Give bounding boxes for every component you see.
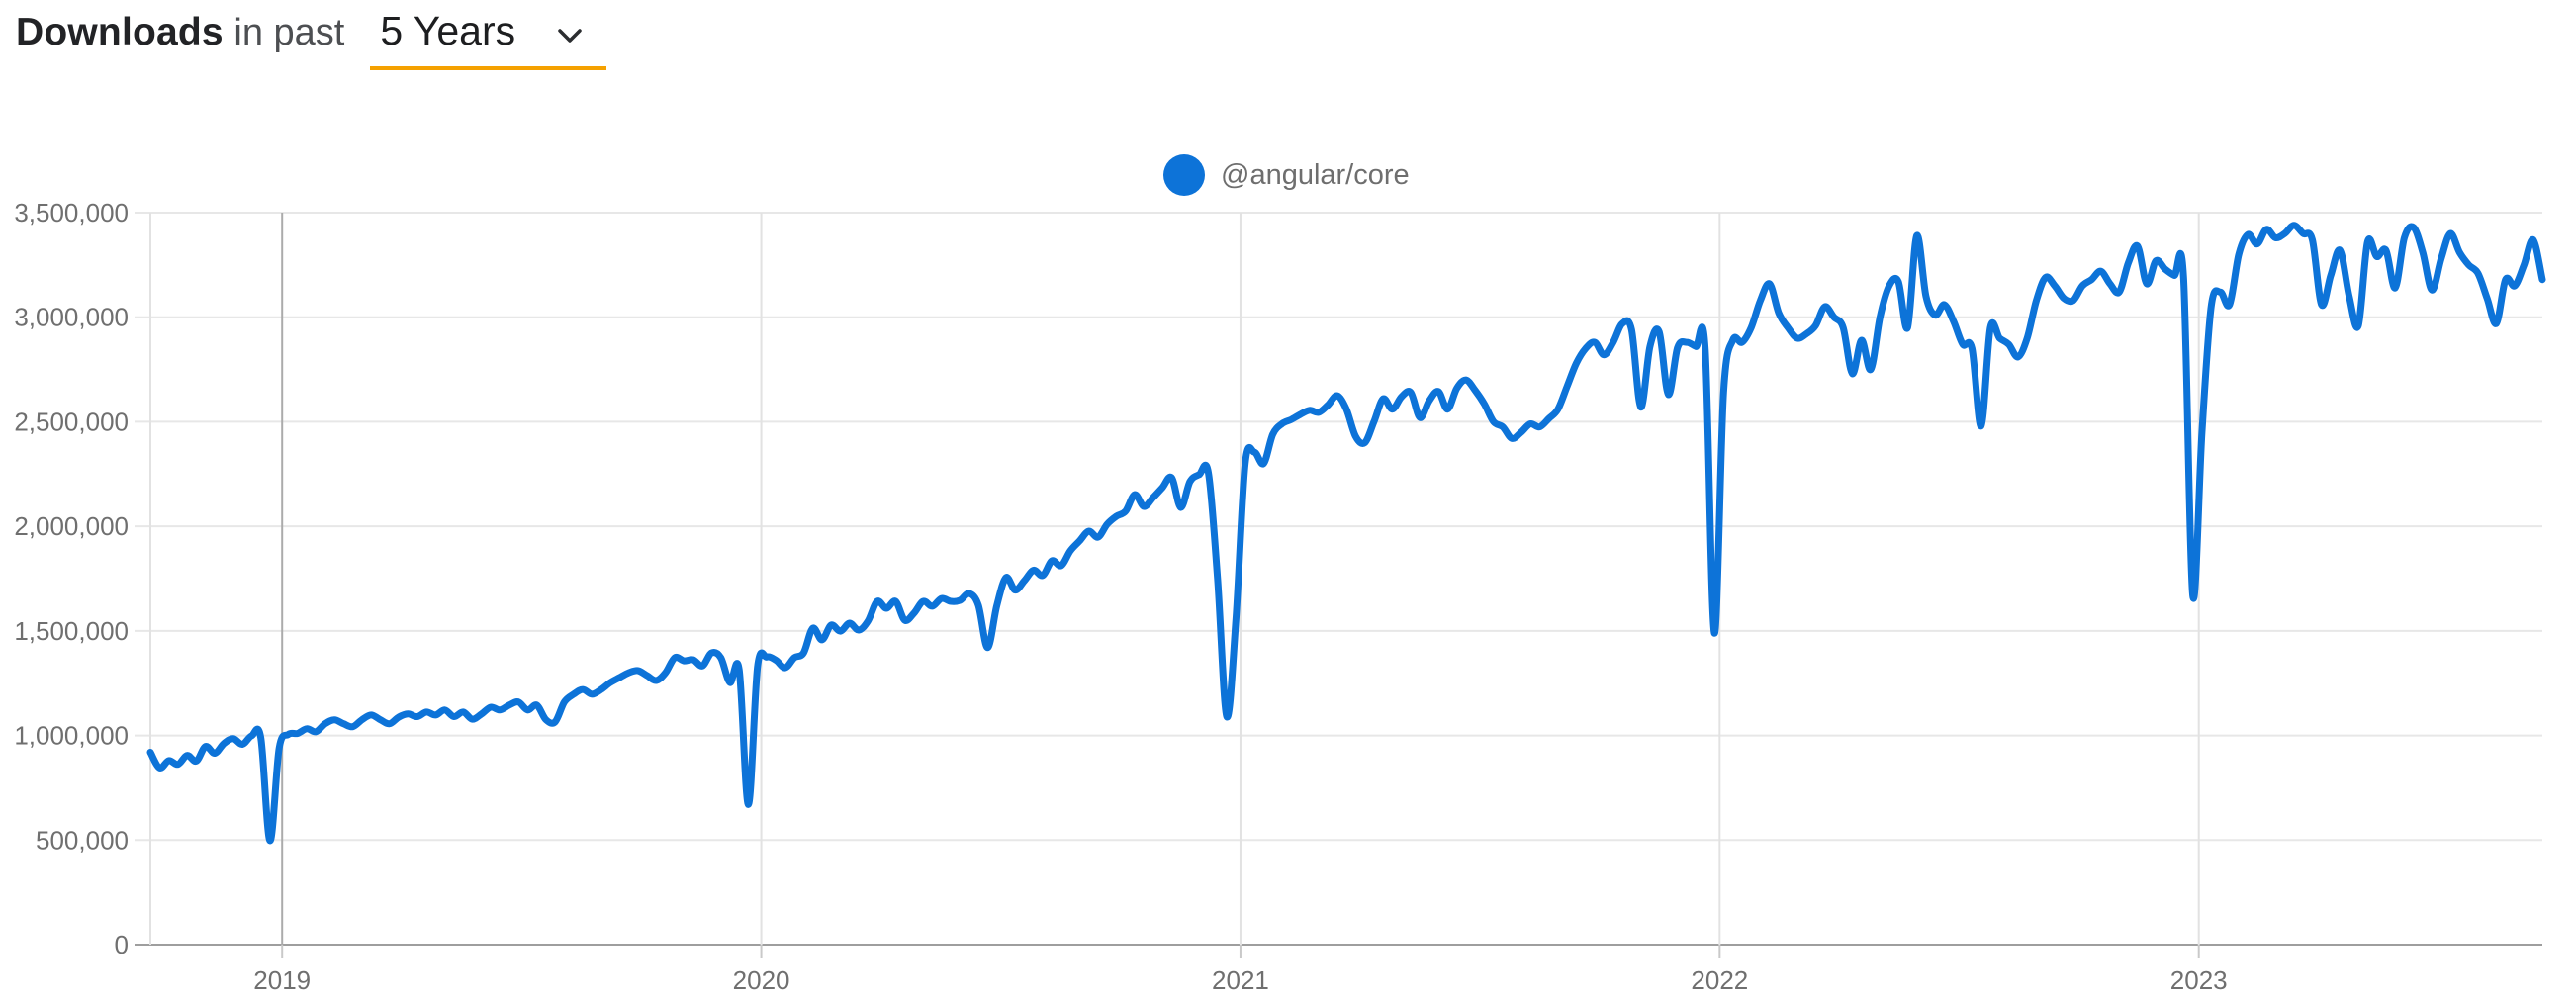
chevron-down-icon <box>558 28 582 43</box>
page-title: Downloads in past 5 Years <box>16 6 607 70</box>
downloads-title: Downloads <box>16 11 224 53</box>
y-axis-label: 500,000 <box>36 825 129 855</box>
time-range-dropdown[interactable]: 5 Years <box>370 6 607 70</box>
title-in-past: in past <box>223 12 345 53</box>
y-axis-label: 3,000,000 <box>14 303 129 332</box>
x-axis-label: 2019 <box>253 965 311 995</box>
time-range-value: 5 Years <box>380 8 516 53</box>
y-axis-label: 0 <box>115 930 129 959</box>
y-axis-label: 2,000,000 <box>14 511 129 541</box>
x-axis-label: 2022 <box>1691 965 1748 995</box>
x-axis-label: 2020 <box>733 965 790 995</box>
y-axis-label: 3,500,000 <box>14 198 129 227</box>
y-axis-label: 2,500,000 <box>14 407 129 436</box>
x-axis-label: 2023 <box>2170 965 2228 995</box>
y-axis-label: 1,000,000 <box>14 721 129 751</box>
x-axis-label: 2021 <box>1212 965 1269 995</box>
legend: @angular/core <box>1163 154 1410 196</box>
series-line[interactable] <box>146 222 2546 845</box>
y-axis-label: 1,500,000 <box>14 616 129 646</box>
legend-label: @angular/core <box>1221 158 1410 191</box>
legend-dot-icon <box>1163 154 1205 196</box>
